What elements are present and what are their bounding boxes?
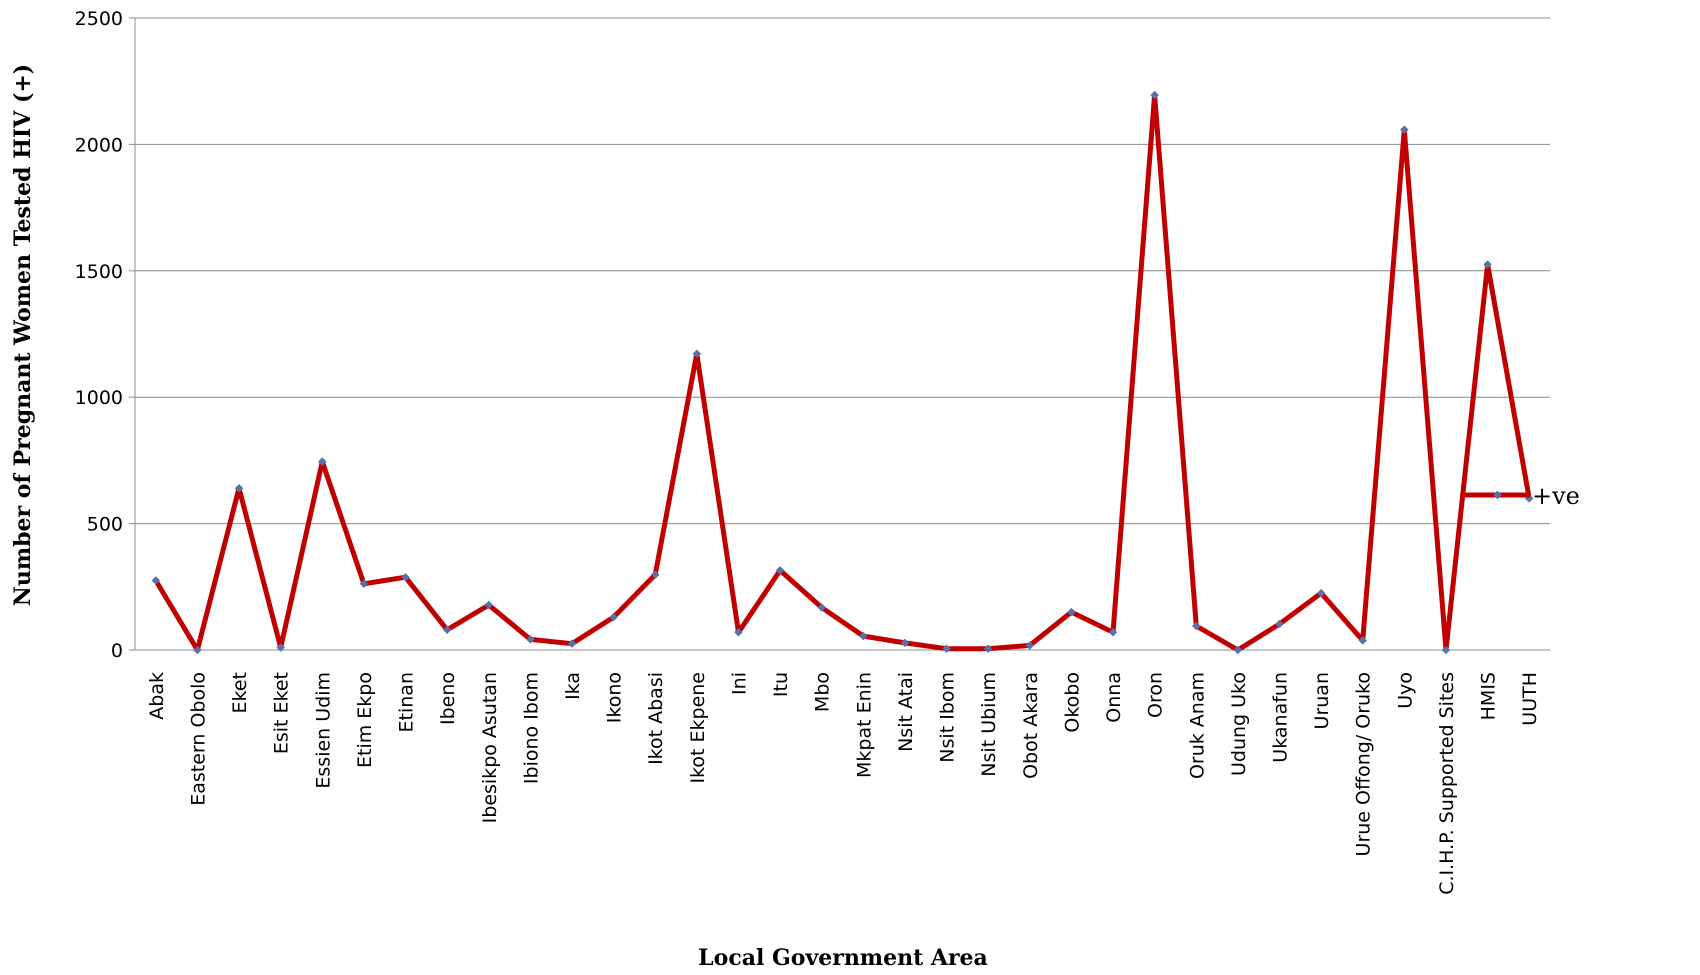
x-tick-label: Ika — [562, 672, 584, 700]
x-axis-category-labels: Abak Eastern Obolo Eket Esit Eket Essien Udi… — [146, 672, 1541, 895]
data-point — [442, 625, 452, 635]
data-point — [484, 600, 493, 610]
data-point — [942, 644, 951, 653]
data-point — [1483, 260, 1492, 269]
data-point — [1192, 621, 1201, 631]
data-point — [775, 566, 785, 575]
x-tick-label: Mkpat Enin — [853, 672, 875, 778]
x-tick-label: Oron — [1145, 672, 1167, 718]
data-point — [859, 631, 868, 641]
data-point — [609, 612, 618, 622]
data-point — [1025, 641, 1035, 650]
y-axis-ticks: 0 500 1000 1500 2000 2500 — [75, 8, 123, 662]
x-tick-label: Oruk Anam — [1186, 672, 1208, 779]
legend-marker-swatch — [1493, 490, 1502, 500]
x-tick-label: Essien Udim — [312, 672, 334, 789]
y-tick-label: 500 — [87, 514, 123, 536]
data-point — [1316, 588, 1326, 598]
data-point — [1067, 607, 1076, 617]
x-tick-label: Abak — [146, 672, 168, 720]
x-tick-label: Eastern Obolo — [187, 672, 209, 806]
x-tick-label: Eket — [229, 672, 251, 713]
y-tick-label: 2500 — [75, 8, 123, 30]
data-point — [234, 483, 244, 493]
y-tick-label: 2000 — [75, 134, 123, 156]
y-tick-label: 0 — [111, 640, 123, 662]
data-point — [318, 457, 327, 466]
data-point — [1358, 636, 1367, 645]
data-point — [1233, 645, 1243, 655]
data-point — [817, 603, 826, 612]
data-point — [526, 635, 535, 644]
x-tick-label: Etim Ekpo — [354, 672, 376, 768]
y-axis-title: Number of Pregnant Women Tested HIV (+) — [10, 64, 36, 606]
data-point — [1275, 619, 1284, 629]
x-tick-label: Itu — [770, 672, 792, 697]
data-point — [734, 628, 743, 637]
x-tick-label: Ibeno — [437, 672, 459, 725]
y-tick-label: 1000 — [75, 387, 123, 409]
x-tick-label: Ikot Abasi — [645, 672, 667, 765]
x-tick-label: Uyo — [1394, 672, 1416, 709]
x-tick-label: Mbo — [812, 672, 834, 712]
x-tick-label: Ikono — [604, 672, 626, 723]
x-axis-title: Local Government Area — [698, 945, 988, 970]
x-tick-label: Nsit Ibom — [937, 672, 959, 763]
data-point — [359, 579, 369, 589]
data-point — [567, 639, 577, 648]
x-tick-label: C.I.H.P. Supported Sites — [1436, 672, 1458, 895]
data-point — [1108, 628, 1118, 637]
data-point — [1441, 645, 1451, 655]
x-tick-label: Esit Eket — [271, 672, 293, 754]
x-tick-label: Uruan — [1311, 672, 1333, 729]
data-point — [1400, 125, 1409, 134]
series-plot — [151, 90, 1534, 655]
x-tick-label: Obot Akara — [1020, 672, 1042, 779]
y-tick-label: 1500 — [75, 261, 123, 283]
legend: +ve — [1465, 482, 1580, 510]
x-tick-label: Onna — [1103, 672, 1125, 723]
series-line-0 — [153, 92, 1532, 653]
x-tick-label: Etinan — [396, 672, 418, 732]
data-point — [1150, 90, 1159, 100]
x-tick-label: Ikot Ekpene — [687, 672, 709, 784]
gridlines — [129, 17, 1550, 651]
x-tick-label: Nsit Ubium — [978, 672, 1000, 777]
x-tick-label: Ukanafun — [1269, 672, 1291, 763]
x-tick-label: Ibesikpo Asutan — [479, 672, 501, 823]
legend-label-ve: +ve — [1532, 482, 1580, 510]
data-point — [276, 643, 285, 652]
x-tick-label: Udung Uko — [1228, 672, 1250, 776]
x-tick-label: UUTH — [1519, 672, 1541, 726]
data-point — [692, 349, 702, 358]
data-point — [401, 572, 410, 582]
data-point — [983, 644, 993, 653]
x-tick-label: Ini — [728, 672, 750, 695]
x-tick-label: Ibiono Ibom — [520, 672, 542, 784]
x-tick-label: Nsit Atai — [895, 672, 917, 752]
x-tick-label: Urue Offong/ Oruko — [1353, 672, 1375, 856]
x-tick-label: Okobo — [1061, 672, 1083, 733]
data-point — [900, 638, 910, 648]
x-tick-label: HMIS — [1478, 672, 1500, 720]
data-point — [650, 570, 660, 579]
